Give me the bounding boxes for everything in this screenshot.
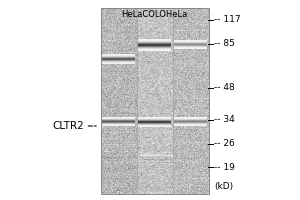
Text: HeLaCOLOHeLa: HeLaCOLOHeLa <box>122 10 188 19</box>
Text: -- 117: -- 117 <box>214 16 241 24</box>
Text: -- 26: -- 26 <box>214 140 235 148</box>
Text: -- 48: -- 48 <box>214 84 235 92</box>
Text: -- 34: -- 34 <box>214 116 235 124</box>
Text: -- 85: -- 85 <box>214 40 236 48</box>
Text: (kD): (kD) <box>214 182 234 192</box>
Text: -- 19: -- 19 <box>214 162 236 171</box>
Text: CLTR2: CLTR2 <box>52 121 84 131</box>
Bar <box>100 8 208 194</box>
